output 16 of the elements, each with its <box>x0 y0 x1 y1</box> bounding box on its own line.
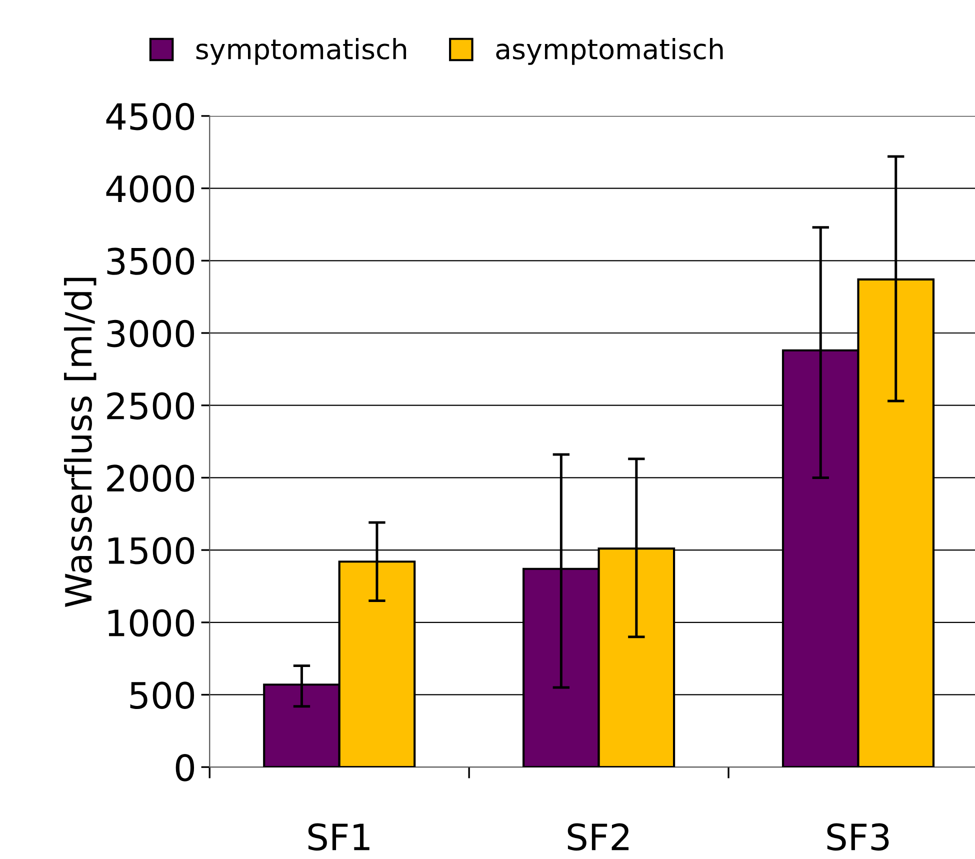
y-tick-label: 500 <box>130 682 194 709</box>
y-axis-title: Wasserfluss [ml/d] <box>64 278 96 608</box>
y-tick-label: 1500 <box>108 536 194 564</box>
x-tick-label: SF1 <box>308 823 370 851</box>
y-tick-label: 4500 <box>106 102 194 130</box>
y-tick-label: 3500 <box>107 248 194 275</box>
y-tick-label: 1000 <box>108 609 194 637</box>
y-tick-label: 2000 <box>107 464 194 492</box>
x-tick-label: SF2 <box>568 823 629 851</box>
x-tick-label: SF3 <box>827 823 889 851</box>
legend-label: asymptomatisch <box>496 38 723 65</box>
y-tick-label: 4000 <box>106 175 194 203</box>
legend-label: symptomatisch <box>196 38 406 65</box>
y-tick-label: 2500 <box>107 392 194 420</box>
y-tick-label: 3000 <box>107 320 194 348</box>
y-tick-label: 0 <box>176 754 194 782</box>
